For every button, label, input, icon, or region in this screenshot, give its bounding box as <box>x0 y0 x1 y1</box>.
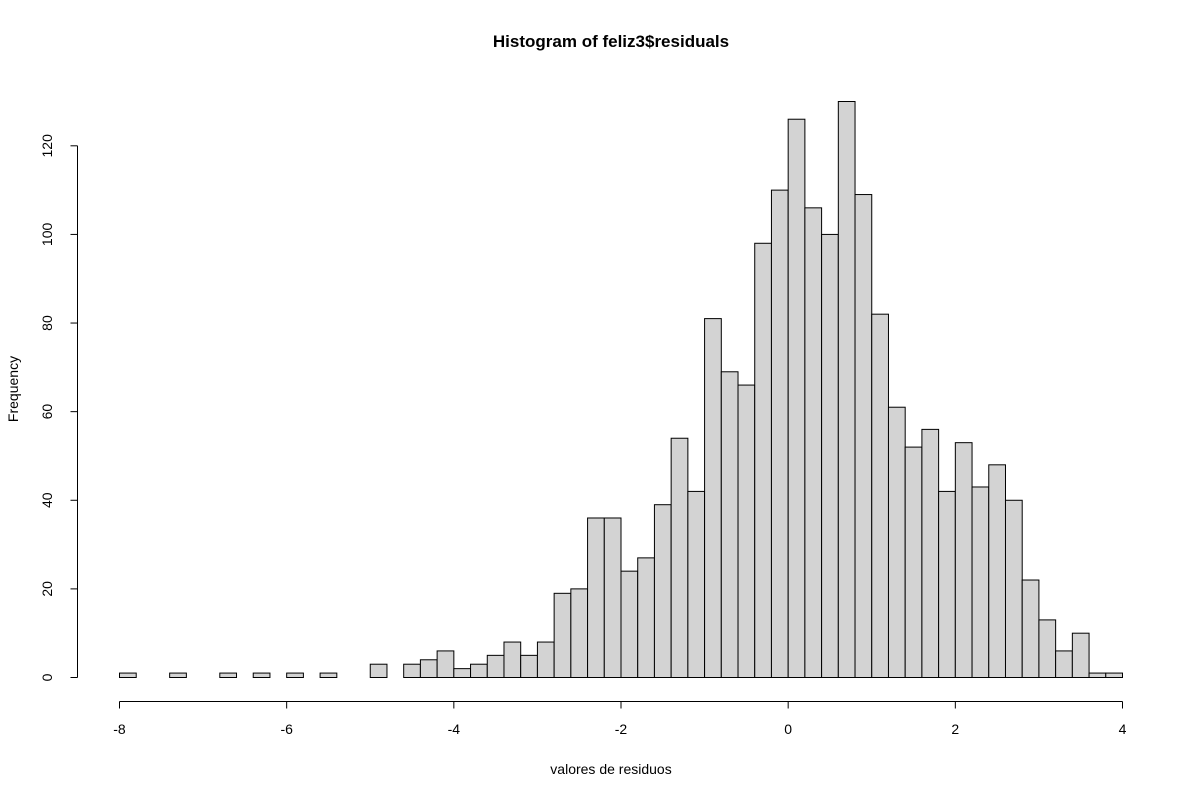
histogram-bar <box>587 517 605 678</box>
x-tick-label: -8 <box>113 721 126 737</box>
x-tick-label: -6 <box>280 721 293 737</box>
histogram-bar <box>536 641 555 678</box>
y-tick-label: 0 <box>39 673 55 681</box>
histogram-bar <box>369 663 388 679</box>
histogram-bar <box>520 654 538 678</box>
histogram-bar <box>419 659 438 679</box>
histogram-bar <box>1088 672 1107 679</box>
y-tick-label: 80 <box>39 315 55 331</box>
histogram-bars <box>119 101 1124 679</box>
y-tick-label: 20 <box>39 581 55 597</box>
histogram-bar <box>787 118 806 679</box>
histogram-bar <box>971 486 990 679</box>
histogram-bar <box>503 641 522 678</box>
histogram-bar <box>1004 499 1023 678</box>
histogram-bar <box>1021 579 1040 679</box>
histogram-bar <box>737 384 756 678</box>
histogram-bar <box>486 654 505 678</box>
histogram-bar <box>637 557 655 678</box>
histogram-bar <box>252 672 271 679</box>
histogram-bar <box>470 663 488 679</box>
histogram-bar <box>988 464 1006 678</box>
histogram-bar <box>837 101 856 678</box>
x-axis: -8 -6 -4 -2 0 2 4 <box>113 701 1127 737</box>
y-axis-label: Frequency <box>5 356 21 422</box>
histogram-bar <box>403 663 421 679</box>
histogram-bar <box>653 504 672 679</box>
histogram-bar <box>770 189 789 678</box>
histogram-bar <box>854 194 873 679</box>
histogram-bar <box>1055 650 1073 678</box>
histogram-bar <box>553 592 572 679</box>
histogram-bar <box>670 437 689 678</box>
histogram-bar <box>938 490 956 678</box>
histogram-bar <box>436 650 455 678</box>
histogram-bar <box>169 672 187 679</box>
histogram-bar <box>453 668 472 679</box>
y-tick-label: 120 <box>39 134 55 158</box>
histogram-bar <box>1071 632 1090 679</box>
histogram-bar <box>319 672 338 679</box>
y-tick-label: 100 <box>39 223 55 247</box>
y-tick-label: 40 <box>39 492 55 508</box>
histogram-bar <box>1105 672 1124 679</box>
chart-title: Histogram of feliz3$residuals <box>493 32 729 51</box>
x-tick-label: 0 <box>784 721 792 737</box>
x-tick-label: -2 <box>615 721 628 737</box>
histogram-bar <box>704 318 722 678</box>
histogram-bar <box>804 207 823 678</box>
histogram-bar <box>921 428 940 678</box>
histogram-bar <box>871 313 889 678</box>
histogram-bar <box>119 672 137 679</box>
x-axis-label: valores de residuos <box>550 761 671 777</box>
histogram-bar <box>620 570 639 678</box>
histogram-bar <box>754 242 772 678</box>
histogram-bar <box>904 446 923 678</box>
histogram-bar <box>720 371 739 678</box>
histogram-bar <box>219 672 238 679</box>
x-tick-label: 2 <box>951 721 959 737</box>
histogram-bar <box>1038 619 1057 679</box>
histogram-bar <box>603 517 622 678</box>
x-tick-label: 4 <box>1119 721 1127 737</box>
histogram-bar <box>570 588 589 679</box>
y-tick-label: 60 <box>39 404 55 420</box>
x-tick-label: -4 <box>448 721 461 737</box>
y-axis: 0 20 40 60 80 100 120 <box>39 134 78 681</box>
histogram-bar <box>286 672 304 679</box>
histogram-bar <box>954 442 973 679</box>
histogram-bar <box>687 490 706 678</box>
histogram-bar <box>821 233 839 678</box>
histogram-bar <box>887 406 906 678</box>
